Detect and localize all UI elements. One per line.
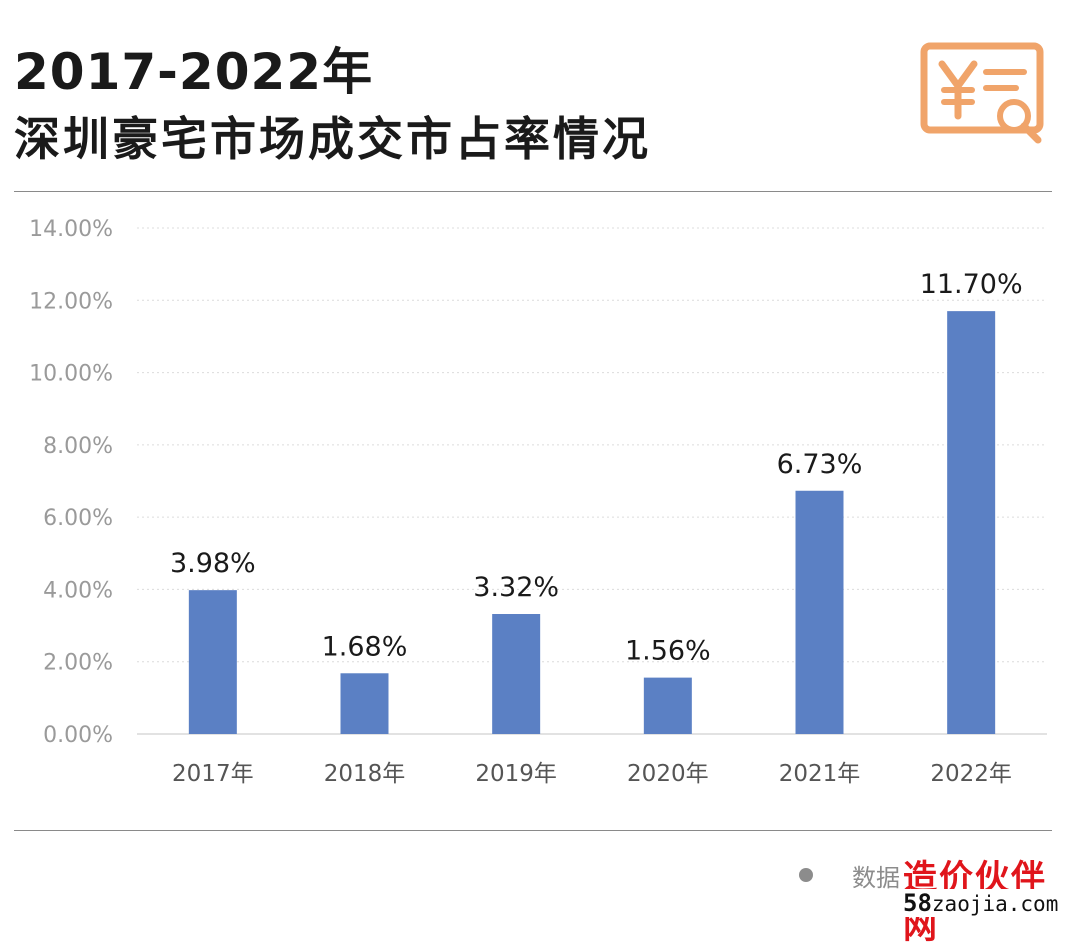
x-tick-label: 2020年 — [627, 761, 709, 787]
x-tick-label: 2017年 — [172, 761, 254, 787]
x-tick-label: 2019年 — [475, 761, 557, 787]
yuan-document-search-icon — [920, 42, 1044, 144]
bar — [340, 673, 389, 734]
data-label: 3.98% — [170, 548, 256, 579]
source-note: 数据 — [852, 864, 900, 892]
data-label: 3.32% — [473, 572, 559, 603]
gridlines — [137, 227, 1047, 735]
bar — [947, 311, 996, 734]
y-tick-label: 12.00% — [29, 289, 113, 314]
x-tick-label: 2018年 — [324, 761, 406, 787]
bar — [795, 490, 844, 734]
x-axis-ticks: 2017年 2018年 2019年 2020年 2021年 2022年 — [172, 761, 1012, 787]
page-subtitle: 深圳豪宅市场成交市占率情况 — [14, 112, 651, 166]
y-axis-ticks: 0.00% 2.00% 4.00% 6.00% 8.00% 10.00% 12.00% 14.… — [29, 217, 113, 748]
x-tick-label: 2021年 — [779, 761, 861, 787]
bottom-divider — [14, 830, 1052, 831]
top-divider — [14, 191, 1052, 192]
bar — [492, 614, 541, 734]
bar — [188, 590, 237, 734]
data-label: 1.68% — [322, 631, 408, 662]
bar — [643, 677, 692, 734]
y-tick-label: 6.00% — [43, 506, 113, 531]
x-tick-label: 2022年 — [930, 761, 1012, 787]
y-tick-label: 2.00% — [43, 651, 113, 676]
value-labels: 3.98% 1.68% 3.32% 1.56% 6.73% 11.70% — [170, 269, 1023, 666]
bullet-dot — [799, 868, 813, 882]
page-title: 2017-2022年 — [14, 43, 374, 101]
y-tick-label: 0.00% — [43, 723, 113, 748]
bar-chart: 0.00% 2.00% 4.00% 6.00% 8.00% 10.00% 12.00% 14.… — [29, 217, 1047, 787]
data-label: 6.73% — [777, 449, 863, 480]
y-tick-label: 14.00% — [29, 217, 113, 242]
bars — [188, 311, 996, 734]
y-tick-label: 10.00% — [29, 362, 113, 387]
watermark-site-url: 58zaojia.com — [903, 889, 1063, 917]
data-label: 11.70% — [920, 269, 1023, 300]
data-label: 1.56% — [625, 636, 711, 667]
y-tick-label: 4.00% — [43, 578, 113, 603]
y-tick-label: 8.00% — [43, 434, 113, 459]
